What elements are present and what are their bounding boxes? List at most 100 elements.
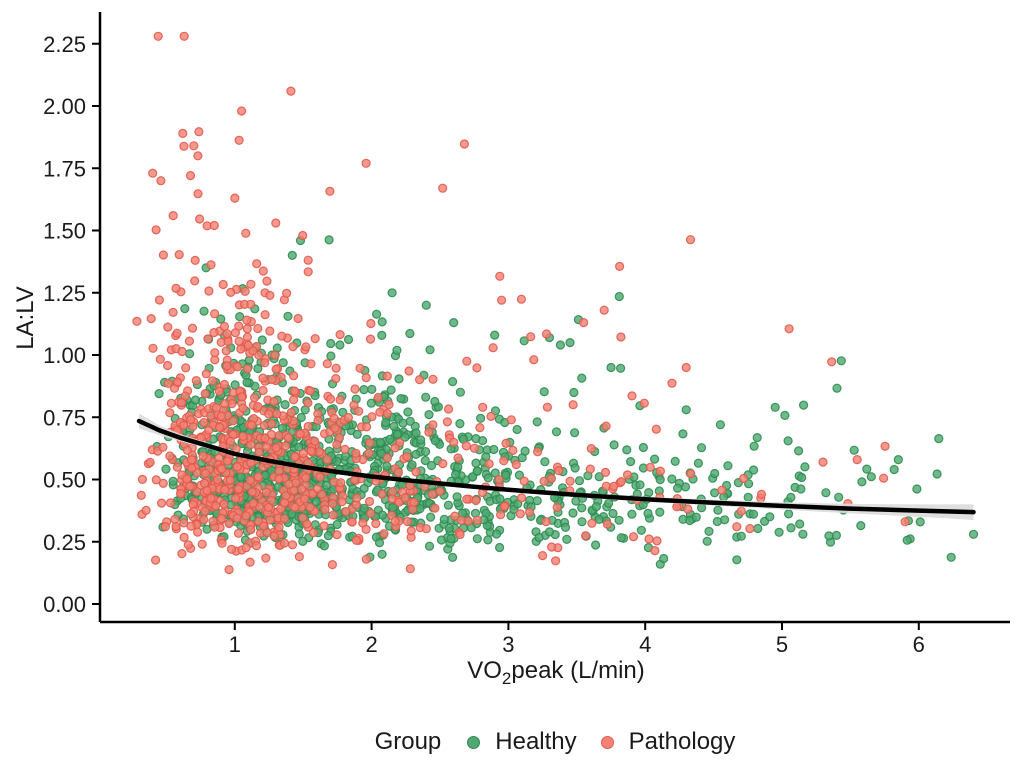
data-point: [290, 452, 300, 462]
data-point: [795, 519, 805, 529]
data-point: [404, 366, 414, 376]
data-point: [402, 452, 412, 462]
data-point: [587, 518, 597, 528]
data-point: [591, 502, 602, 512]
data-point: [222, 361, 232, 371]
data-point: [207, 376, 218, 386]
data-point: [179, 31, 189, 41]
data-point: [849, 445, 859, 455]
data-point: [361, 373, 371, 383]
data-point: [424, 410, 434, 420]
data-point: [282, 288, 292, 298]
y-tick-label: 0.00: [43, 592, 86, 617]
data-point: [902, 535, 912, 545]
data-point: [253, 472, 263, 482]
data-point: [796, 484, 806, 494]
data-point: [137, 474, 147, 484]
data-point: [220, 399, 230, 409]
data-point: [489, 444, 499, 455]
data-point: [163, 322, 173, 332]
data-point: [193, 527, 203, 537]
data-point: [616, 332, 626, 342]
data-point: [225, 436, 235, 446]
data-point: [628, 532, 639, 542]
data-point: [416, 435, 426, 445]
data-point: [199, 478, 210, 488]
data-point: [362, 422, 372, 432]
data-point: [550, 556, 561, 566]
data-point: [384, 399, 394, 410]
data-point: [738, 473, 749, 484]
data-point: [298, 536, 308, 547]
data-point: [541, 516, 551, 527]
data-point: [644, 534, 654, 544]
data-point: [290, 502, 300, 512]
data-point: [272, 409, 282, 419]
data-point: [248, 498, 258, 508]
data-point: [934, 434, 944, 444]
data-point: [542, 402, 553, 412]
data-point: [568, 400, 578, 410]
data-point: [600, 467, 611, 477]
y-tick-label: 1.00: [43, 343, 86, 368]
data-point: [151, 225, 161, 235]
data-point: [206, 260, 216, 270]
data-point: [475, 423, 485, 433]
data-point: [450, 511, 460, 521]
data-point: [225, 475, 235, 485]
axes: [98, 12, 1010, 624]
data-point: [286, 407, 296, 418]
data-point: [186, 415, 196, 425]
data-point: [241, 228, 251, 238]
data-point: [190, 395, 201, 405]
data-point: [165, 451, 175, 461]
data-point: [529, 355, 539, 365]
data-point: [219, 499, 229, 509]
data-point: [145, 457, 155, 467]
data-point: [497, 295, 507, 305]
data-point: [246, 458, 256, 468]
data-point: [274, 474, 284, 484]
data-point: [168, 211, 178, 221]
data-point: [574, 476, 585, 486]
data-point: [568, 508, 578, 518]
data-point: [328, 510, 338, 520]
data-point: [372, 309, 382, 319]
data-point: [172, 377, 183, 387]
data-point: [180, 304, 190, 314]
x-axis-title: VO2peak (L/min): [467, 657, 645, 688]
data-point: [199, 417, 209, 428]
data-point: [200, 389, 210, 399]
data-point: [148, 168, 158, 178]
data-point: [295, 429, 305, 439]
data-point: [257, 335, 267, 345]
data-point: [278, 358, 288, 368]
legend: Group Healthy Pathology: [43, 728, 1024, 756]
data-point: [382, 371, 392, 381]
data-point: [277, 331, 287, 341]
data-point: [655, 466, 666, 476]
data-point: [324, 235, 334, 245]
data-point: [319, 541, 329, 551]
data-point: [160, 521, 170, 532]
data-point: [411, 428, 421, 438]
data-point: [862, 464, 872, 474]
data-point: [508, 445, 518, 455]
data-point: [361, 554, 371, 564]
x-tick-label: 2: [365, 632, 377, 657]
data-point: [562, 534, 572, 545]
data-point: [818, 457, 828, 467]
data-point: [240, 286, 250, 296]
data-point: [258, 266, 268, 276]
data-point: [193, 189, 203, 199]
data-point: [172, 328, 182, 338]
data-point: [210, 348, 220, 358]
data-point: [468, 472, 478, 482]
data-point: [577, 503, 587, 513]
data-point: [165, 408, 175, 418]
data-point: [216, 411, 226, 421]
data-point: [361, 524, 371, 535]
data-point: [264, 409, 274, 419]
data-point: [614, 515, 624, 525]
data-point: [476, 413, 486, 423]
